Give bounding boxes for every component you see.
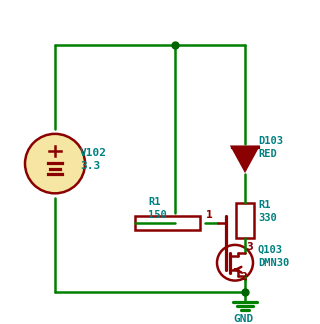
Text: Q103: Q103 [258, 245, 283, 255]
Text: GND: GND [233, 314, 253, 324]
Text: 150: 150 [148, 210, 167, 220]
Bar [236, 203, 254, 238]
Text: RED: RED [258, 149, 277, 159]
Polygon shape [232, 147, 258, 170]
Text: 3.3: 3.3 [80, 161, 100, 170]
Text: 330: 330 [258, 213, 277, 223]
Text: 3: 3 [246, 242, 253, 252]
Text: V102: V102 [80, 148, 107, 158]
Text: R1: R1 [148, 197, 161, 207]
Text: 1: 1 [206, 210, 213, 220]
Bar [135, 216, 200, 230]
Text: D103: D103 [258, 136, 283, 146]
Circle shape [25, 134, 85, 193]
Text: 2: 2 [240, 272, 247, 282]
Text: DMN30: DMN30 [258, 258, 289, 268]
Text: R1: R1 [258, 200, 270, 210]
